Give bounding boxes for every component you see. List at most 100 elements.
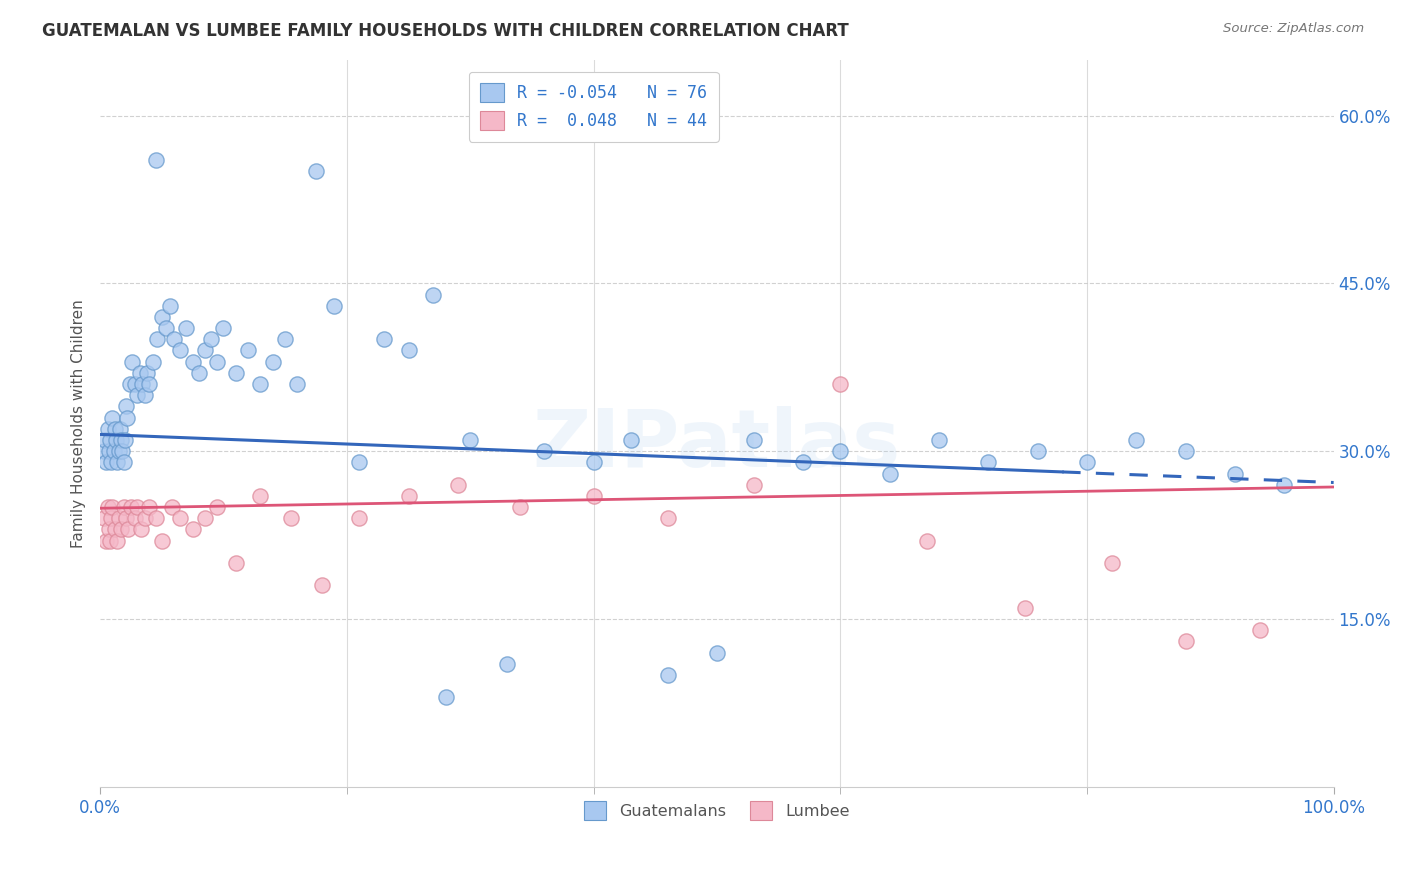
Point [127, 388, 149, 402]
Point [373, 332, 395, 346]
Point [138, 377, 160, 392]
Point [657, 668, 679, 682]
Point [181, 523, 204, 537]
Point [118, 377, 141, 392]
Point [225, 366, 247, 380]
Point [96, 500, 118, 515]
Point [129, 523, 152, 537]
Point [128, 366, 150, 380]
Point [112, 455, 135, 469]
Point [398, 343, 420, 358]
Point [93, 444, 115, 458]
Point [187, 366, 209, 380]
Point [207, 500, 229, 515]
Point [915, 533, 938, 548]
Legend: Guatemalans, Lumbee: Guatemalans, Lumbee [578, 795, 856, 826]
Point [496, 657, 519, 671]
Point [225, 556, 247, 570]
Point [347, 455, 370, 469]
Point [150, 533, 173, 548]
Point [236, 343, 259, 358]
Point [169, 511, 191, 525]
Point [115, 400, 138, 414]
Point [582, 455, 605, 469]
Point [98, 433, 121, 447]
Point [533, 444, 555, 458]
Point [163, 332, 186, 346]
Point [305, 164, 328, 178]
Text: Source: ZipAtlas.com: Source: ZipAtlas.com [1223, 22, 1364, 36]
Point [830, 377, 852, 392]
Point [447, 477, 470, 491]
Point [117, 523, 139, 537]
Point [104, 422, 127, 436]
Point [792, 455, 814, 469]
Point [928, 433, 950, 447]
Point [1101, 556, 1123, 570]
Point [96, 422, 118, 436]
Point [107, 511, 129, 525]
Point [115, 511, 138, 525]
Point [134, 388, 156, 402]
Point [124, 511, 146, 525]
Point [136, 366, 159, 380]
Point [287, 377, 309, 392]
Point [879, 467, 901, 481]
Point [146, 332, 169, 346]
Point [1026, 444, 1049, 458]
Point [274, 332, 297, 346]
Point [145, 511, 167, 525]
Point [101, 500, 124, 515]
Point [706, 646, 728, 660]
Point [262, 354, 284, 368]
Point [103, 444, 125, 458]
Y-axis label: Family Households with Children: Family Households with Children [72, 299, 86, 548]
Point [1076, 455, 1098, 469]
Point [1272, 477, 1295, 491]
Point [977, 455, 1000, 469]
Point [98, 533, 121, 548]
Point [249, 489, 271, 503]
Point [110, 433, 132, 447]
Point [96, 533, 118, 548]
Point [169, 343, 191, 358]
Point [105, 433, 128, 447]
Point [509, 500, 531, 515]
Point [159, 299, 181, 313]
Point [1223, 467, 1246, 481]
Point [111, 444, 134, 458]
Point [280, 511, 302, 525]
Point [97, 523, 120, 537]
Point [94, 433, 117, 447]
Point [207, 354, 229, 368]
Point [108, 422, 131, 436]
Point [160, 500, 183, 515]
Point [96, 455, 118, 469]
Point [830, 444, 852, 458]
Point [104, 523, 127, 537]
Point [249, 377, 271, 392]
Point [100, 455, 122, 469]
Point [311, 578, 333, 592]
Point [434, 690, 457, 705]
Text: GUATEMALAN VS LUMBEE FAMILY HOUSEHOLDS WITH CHILDREN CORRELATION CHART: GUATEMALAN VS LUMBEE FAMILY HOUSEHOLDS W… [42, 22, 849, 40]
Point [105, 533, 128, 548]
Point [200, 332, 222, 346]
Point [107, 444, 129, 458]
Point [582, 489, 605, 503]
Point [1014, 600, 1036, 615]
Point [100, 511, 122, 525]
Point [112, 500, 135, 515]
Point [619, 433, 641, 447]
Point [1174, 444, 1197, 458]
Point [93, 511, 115, 525]
Point [1174, 634, 1197, 648]
Point [398, 489, 420, 503]
Point [97, 444, 120, 458]
Point [422, 287, 444, 301]
Point [110, 523, 132, 537]
Point [142, 354, 165, 368]
Point [114, 433, 136, 447]
Point [120, 500, 142, 515]
Point [155, 321, 177, 335]
